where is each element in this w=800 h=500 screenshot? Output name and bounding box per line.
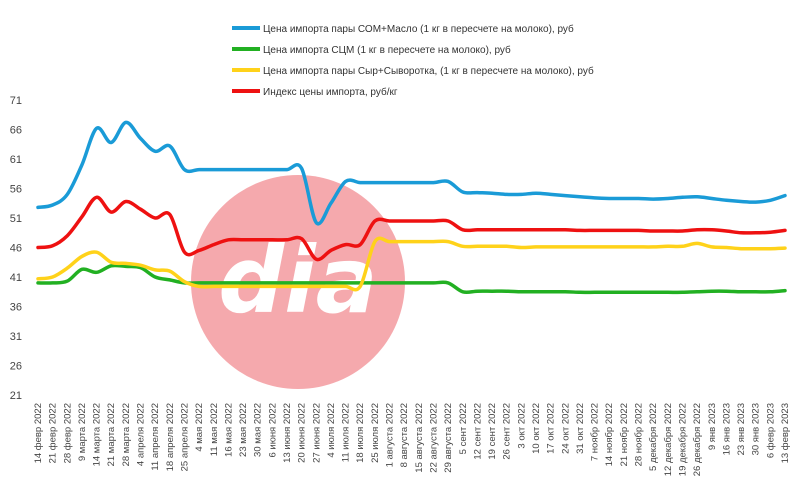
- x-tick-label: 4 апреля 2022: [136, 403, 147, 466]
- y-tick-label: 46: [10, 243, 22, 255]
- legend-label: Цена импорта пары Сыр+Сыворотка, (1 кг в…: [263, 65, 594, 77]
- x-tick-label: 15 августа 2022: [414, 403, 425, 473]
- watermark-text: dia: [218, 227, 377, 334]
- series-line-2: [36, 236, 787, 292]
- x-tick-label: 4 мая 2022: [194, 403, 205, 452]
- x-tick-label: 28 февр 2022: [62, 403, 73, 463]
- x-tick-label: 21 февр 2022: [48, 403, 59, 463]
- x-tick-label: 5 сент 2022: [458, 403, 469, 454]
- x-tick-label: 10 окт 2022: [531, 403, 542, 454]
- x-tick-label: 31 окт 2022: [575, 403, 586, 454]
- x-tick-label: 22 августа 2022: [428, 403, 439, 473]
- x-tick-label: 16 янв 2023: [721, 403, 732, 455]
- x-tick-label: 21 ноябр 2022: [619, 403, 630, 466]
- x-tick-label: 26 декабря 2022: [692, 403, 703, 476]
- x-tick-label: 20 июня 2022: [297, 403, 308, 463]
- x-tick-label: 6 февр 2023: [765, 403, 776, 458]
- y-tick-label: 56: [10, 184, 22, 196]
- x-tick-label: 17 окт 2022: [546, 403, 557, 454]
- x-tick-label: 3 окт 2022: [516, 403, 527, 449]
- x-tick-label: 28 ноябр 2022: [634, 403, 645, 466]
- y-tick-label: 61: [10, 154, 22, 166]
- x-tick-label: 13 февр 2023: [780, 403, 791, 463]
- x-tick-label: 8 августа 2022: [399, 403, 410, 467]
- x-tick-label: 28 марта 2022: [121, 403, 132, 466]
- x-tick-label: 11 июля 2022: [341, 403, 352, 462]
- x-tick-label: 30 мая 2022: [253, 403, 264, 457]
- x-axis: 14 февр 2022 21 февр 2022 28 февр 2022 9 ма…: [33, 403, 791, 476]
- x-tick-label: 19 декабря 2022: [677, 403, 688, 476]
- series-line-1: [36, 263, 787, 295]
- y-tick-label: 31: [10, 331, 22, 343]
- x-tick-label: 14 ноябр 2022: [604, 403, 615, 466]
- legend: Цена импорта пары СОМ+Масло (1 кг в пере…: [232, 23, 594, 98]
- y-tick-label: 51: [10, 213, 22, 225]
- x-tick-label: 18 июля 2022: [355, 403, 366, 463]
- x-tick-label: 11 мая 2022: [209, 403, 220, 456]
- x-tick-label: 14 марта 2022: [92, 403, 103, 466]
- legend-label: Цена импорта СЦМ (1 кг в пересчете на мо…: [263, 44, 511, 56]
- x-tick-label: 1 августа 2022: [385, 403, 396, 467]
- y-tick-label: 26: [10, 361, 22, 373]
- x-tick-label: 26 сент 2022: [502, 403, 513, 460]
- legend-label: Цена импорта пары СОМ+Масло (1 кг в пере…: [263, 23, 574, 35]
- x-tick-label: 12 декабря 2022: [663, 403, 674, 476]
- x-tick-label: 18 апреля 2022: [165, 403, 176, 471]
- x-tick-label: 30 янв 2023: [751, 403, 762, 455]
- x-tick-label: 5 декабря 2022: [648, 403, 659, 471]
- x-tick-label: 21 марта 2022: [106, 403, 117, 466]
- x-tick-label: 25 апреля 2022: [179, 403, 190, 471]
- x-tick-label: 27 июня 2022: [311, 403, 322, 463]
- x-tick-label: 9 янв 2023: [707, 403, 718, 450]
- series-line-3: [36, 195, 787, 262]
- x-tick-label: 23 мая 2022: [238, 403, 249, 457]
- x-tick-label: 19 сент 2022: [487, 403, 498, 460]
- y-tick-label: 36: [10, 302, 22, 314]
- series-line-0: [36, 120, 787, 226]
- x-tick-label: 16 мая 2022: [223, 403, 234, 457]
- x-tick-label: 7 ноябр 2022: [590, 403, 601, 461]
- x-tick-label: 24 окт 2022: [560, 403, 571, 454]
- x-tick-label: 13 июня 2022: [282, 403, 293, 463]
- x-tick-label: 6 июня 2022: [267, 403, 278, 458]
- x-tick-label: 25 июля 2022: [370, 403, 381, 463]
- series-lines: [36, 120, 787, 295]
- y-tick-label: 66: [10, 125, 22, 137]
- x-tick-label: 12 сент 2022: [472, 403, 483, 460]
- legend-label: Индекс цены импорта, руб/кг: [263, 86, 398, 98]
- x-tick-label: 29 августа 2022: [443, 403, 454, 473]
- y-tick-label: 41: [10, 272, 22, 284]
- x-tick-label: 11 апреля 2022: [150, 403, 161, 471]
- y-tick-label: 71: [10, 95, 22, 107]
- y-tick-label: 21: [10, 390, 22, 402]
- x-tick-label: 9 марта 2022: [77, 403, 88, 461]
- x-tick-label: 14 февр 2022: [33, 403, 44, 463]
- y-axis: 21 26 31 36 41 46 51 56 61 66 71: [10, 95, 22, 402]
- x-tick-label: 23 янв 2023: [736, 403, 747, 455]
- x-tick-label: 4 июля 2022: [326, 403, 337, 458]
